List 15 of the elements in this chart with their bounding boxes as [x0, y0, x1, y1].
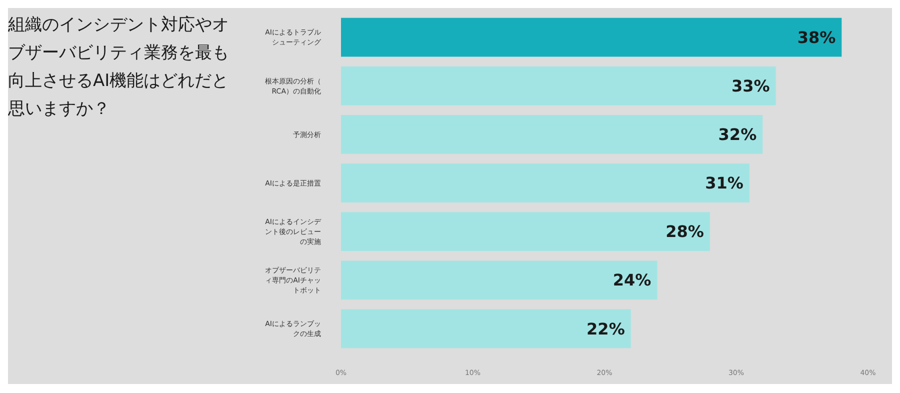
data-label: 38% [797, 28, 836, 47]
bar [341, 260, 658, 300]
data-label: 33% [731, 76, 770, 96]
bar [341, 66, 776, 106]
bar [341, 212, 710, 251]
bar [341, 164, 750, 202]
bar [341, 309, 631, 348]
data-label: 31% [705, 174, 744, 193]
data-label: 22% [586, 319, 625, 338]
text: 組織のインシデント対応やオブザーバビリティ業務を最も向上させるAI機能はどれだと思いますか？ [7, 15, 229, 119]
data-label: 24% [612, 270, 652, 290]
bar [341, 18, 842, 57]
bar [341, 115, 763, 154]
data-label: 32% [718, 125, 757, 144]
data-label: 28% [666, 222, 704, 242]
